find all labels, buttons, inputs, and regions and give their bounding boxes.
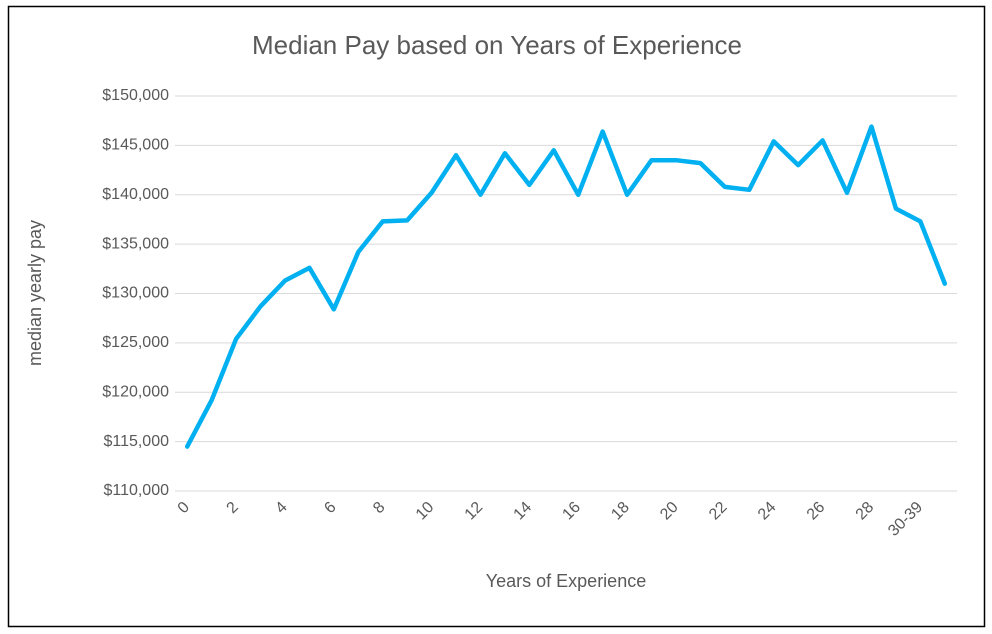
chart-border [7, 5, 986, 628]
y-tick-label: $145,000 [102, 137, 169, 154]
y-axis-label: median yearly pay [25, 220, 45, 366]
y-tick-label: $150,000 [102, 87, 169, 104]
y-tick-label: $120,000 [102, 383, 169, 400]
x-axis-label: Years of Experience [486, 571, 646, 591]
y-tick-label: $125,000 [102, 334, 169, 351]
y-tick-label: $115,000 [103, 433, 169, 450]
chart-title: Median Pay based on Years of Experience [252, 30, 742, 60]
y-tick-label: $140,000 [102, 186, 169, 203]
y-tick-label: $130,000 [102, 285, 169, 302]
data-line [184, 124, 948, 449]
y-tick-label: $135,000 [102, 235, 169, 252]
y-tick-label: $110,000 [103, 482, 169, 499]
